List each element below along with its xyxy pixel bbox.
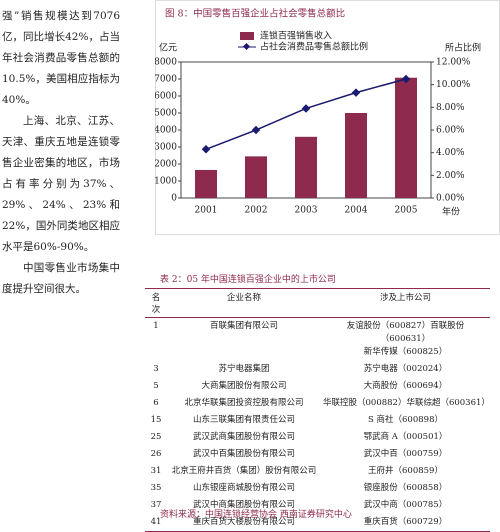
chart-title: 图 8：中国零售百强企业占社会零售总额比: [165, 8, 345, 20]
line-marker: [301, 104, 311, 113]
table-cell: 北京华联集团投资控股有限公司: [184, 398, 304, 408]
table-cell: 15: [150, 415, 162, 425]
table-cell: 37: [150, 500, 162, 510]
table-cell: 苏宁电器集团: [218, 364, 270, 374]
table: 名 次企业名称 涉及上市公司 1 百联集团有限公司 友谊股份（600827）百联股份（6…: [145, 288, 490, 532]
y-tick-label: 4000: [155, 126, 177, 136]
table-header: 企业名称: [167, 288, 321, 318]
table-row: 15 山东三联集团有限责任公司 S 商社（600898）: [145, 412, 490, 429]
y2-tick-label: 0.00%: [436, 194, 465, 204]
table-row: 3 苏宁电器集团 苏宁电器（002024）: [145, 361, 490, 378]
table-cell: 鄂武商 A（000501）: [363, 432, 448, 442]
table-cell: 大商股份（600694）: [363, 381, 448, 391]
table-row: 6 北京华联集团投资控股有限公司 华联控股（000882）华联综超（600361）: [145, 395, 490, 412]
table-cell: 武汉中商集团股份有限公司: [192, 500, 295, 510]
y2-tick-label: 10.00%: [436, 80, 471, 90]
table-cell: 26: [150, 449, 162, 459]
table-cell: 山东银座商城股份有限公司: [192, 483, 295, 493]
table-cell: 武汉中商（000785）: [363, 500, 448, 510]
x-axis-label: 年份: [442, 206, 460, 218]
line-marker: [351, 88, 361, 97]
y2-tick-label: 4.00%: [436, 148, 465, 158]
bar: [195, 169, 217, 198]
y2-tick-label: 2.00%: [436, 171, 465, 181]
table-cell: 大商集团股份有限公司: [201, 381, 287, 391]
y-tick-label: 6000: [155, 92, 177, 102]
legend-swatch: [240, 32, 254, 40]
line-marker: [401, 74, 411, 84]
table-cell: 35: [150, 483, 162, 493]
table-cell: 山东三联集团有限责任公司: [192, 415, 295, 425]
y2-axis-label: 所占比例: [445, 42, 481, 54]
y-tick-label: 3000: [155, 143, 177, 153]
table-cell: 武汉中百（000759）: [363, 449, 448, 459]
y2-tick-label: 8.00%: [436, 103, 465, 113]
source: 资料来源：中国连锁经营协会 西南证券研究中心: [160, 510, 352, 520]
y-axis-label: 亿元: [159, 42, 177, 54]
table-row: 25 武汉武商集团股份有限公司 鄂武商 A（000501）: [145, 429, 490, 446]
y-tick-label: 5000: [155, 109, 177, 119]
y-tick-label: 2000: [155, 160, 177, 170]
line-marker: [251, 125, 261, 135]
table-row: 35 山东银座商城股份有限公司 银座股份（600858）: [145, 480, 490, 497]
table-cell: 1: [153, 321, 159, 331]
x-tick-label: 2001: [195, 206, 218, 216]
table-cell: 友谊股份（600827）百联股份（600631） 新华传媒（600825）: [346, 321, 465, 357]
table-row: 1 百联集团有限公司 友谊股份（600827）百联股份（600631） 新华传媒（6…: [145, 318, 490, 362]
table-cell: 百联集团有限公司: [209, 321, 278, 331]
y-tick-label: 0: [171, 194, 177, 204]
x-tick-label: 2004: [345, 206, 368, 216]
legend-marker: [242, 42, 251, 51]
left-text: 强”销售规模达到7076亿，同比增长42%，占当年社会消费品零售总额的10.5%…: [2, 6, 120, 300]
table-cell: 北京王府井百货（集团）股份有限公司: [171, 466, 317, 476]
x-tick-label: 2002: [245, 206, 268, 216]
y-tick-label: 7000: [155, 75, 177, 85]
legend-label: 连锁百强销售收入: [260, 30, 332, 42]
paragraph: 强”销售规模达到7076亿，同比增长42%，占当年社会消费品零售总额的10.5%…: [2, 10, 120, 106]
paragraph: 中国零售业市场集中度提升空间很大。: [2, 262, 120, 295]
table-cell: 银座股份（600858）: [363, 483, 448, 493]
x-tick-label: 2005: [395, 206, 418, 216]
y2-tick-label: 12.00%: [436, 58, 471, 68]
table-cell: 王府井（600859）: [368, 466, 443, 476]
bar: [345, 113, 367, 198]
bar: [395, 77, 417, 198]
bar: [295, 136, 317, 198]
table-header: 涉及上市公司: [321, 288, 490, 318]
table-header: 名 次: [145, 288, 167, 318]
x-tick-label: 2003: [295, 206, 318, 216]
y2-tick-label: 6.00%: [436, 126, 465, 136]
table-cell: 5: [153, 381, 159, 391]
table-cell: 武汉武商集团股份有限公司: [192, 432, 295, 442]
legend-label: 占社会消费品零售总额比例: [260, 41, 368, 53]
table-cell: 25: [150, 432, 162, 442]
table-row: 26 武汉中百集团股份有限公司 武汉中百（000759）: [145, 446, 490, 463]
paragraph: 上海、北京、江苏、天津、重庆五地是连锁零售企业密集的地区，市场占有率分别为37%…: [2, 115, 120, 253]
table-row: 31 北京王府井百货（集团）股份有限公司 王府井（600859）: [145, 463, 490, 480]
chart: 图 8：中国零售百强企业占社会零售总额比 亿元 所占比例 年份 0 1000 200…: [155, 0, 500, 235]
table-cell: 3: [153, 364, 159, 374]
table-cell: 华联控股（000882）华联综超（600361）: [323, 398, 490, 408]
table-cell: 31: [150, 466, 162, 476]
y-tick-label: 8000: [155, 58, 177, 68]
table-cell: 6: [153, 398, 159, 408]
table-title: 表 2：05 年中国连锁百强企业中的上市公司: [160, 275, 336, 285]
y-tick-label: 1000: [155, 177, 177, 187]
table-row: 37 武汉中商集团股份有限公司 武汉中商（000785）: [145, 497, 490, 514]
table-cell: S 商社（600898）: [368, 415, 443, 425]
table-cell: 武汉中百集团股份有限公司: [192, 449, 295, 459]
table-row: 5 大商集团股份有限公司 大商股份（600694）: [145, 378, 490, 395]
table-cell: 苏宁电器（002024）: [363, 364, 448, 374]
bar: [245, 156, 267, 198]
